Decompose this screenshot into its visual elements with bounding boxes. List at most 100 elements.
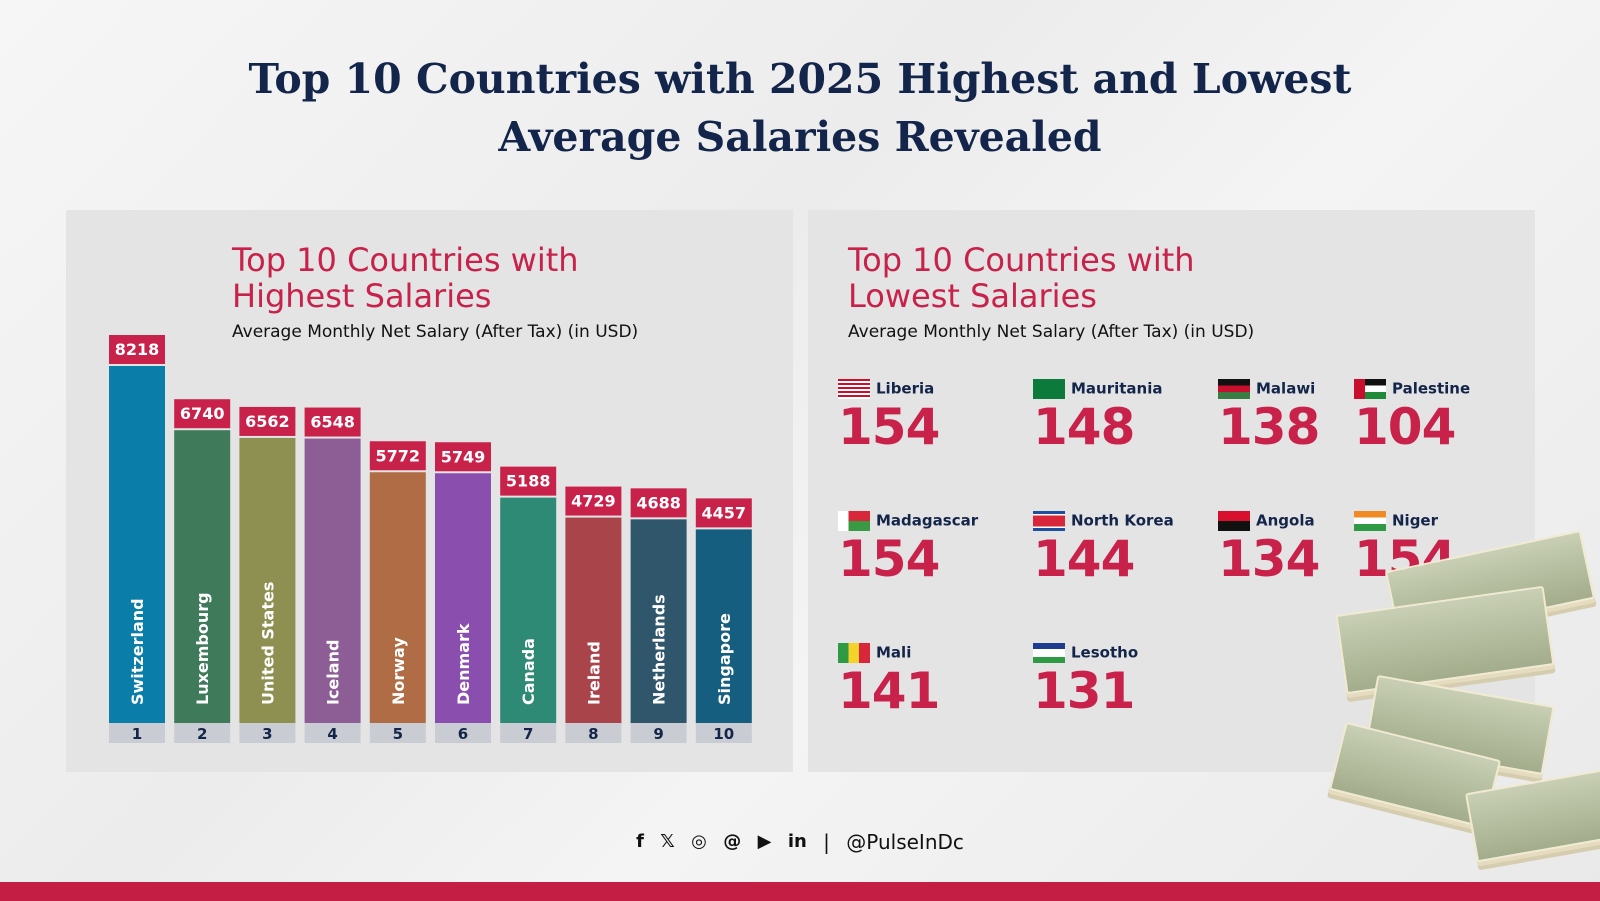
highest-panel-title: Top 10 Countries with Highest Salaries — [232, 242, 579, 314]
rank-label: 6 — [458, 725, 468, 743]
bar — [304, 438, 361, 723]
north-korea-flag-icon — [1033, 510, 1065, 531]
category-label: Iceland — [324, 640, 343, 705]
facebook-icon[interactable]: f — [636, 831, 644, 852]
value-label: 5772 — [376, 446, 421, 465]
bar — [369, 472, 426, 723]
palestine-flag-icon — [1354, 378, 1386, 399]
category-label: Netherlands — [650, 594, 669, 705]
x-icon[interactable]: 𝕏 — [660, 831, 675, 852]
category-label: Norway — [389, 637, 408, 705]
salary-value: 141 — [838, 661, 940, 720]
value-label: 8218 — [115, 340, 160, 359]
rank-box — [695, 723, 752, 743]
lowest-item-mauritania: Mauritania 148 — [1033, 378, 1163, 455]
country-name: Lesotho — [1071, 643, 1139, 662]
value-label-box — [369, 441, 426, 471]
highest-salaries-panel: Top 10 Countries with Highest Salaries A… — [66, 210, 793, 772]
value-label: 5749 — [441, 447, 486, 466]
value-label-box — [630, 488, 687, 518]
title-line-2: Average Salaries Revealed — [498, 113, 1102, 161]
country-name: Malawi — [1256, 379, 1316, 398]
bar — [695, 529, 752, 723]
country-name: North Korea — [1071, 511, 1174, 530]
rank-box — [435, 723, 491, 743]
footer: f 𝕏 ◎ @ ▶ in | @PulseInDc — [0, 828, 1600, 854]
rank-label: 9 — [653, 725, 663, 743]
category-label: Singapore — [715, 613, 734, 705]
bar — [435, 473, 491, 723]
mali-flag-icon — [838, 642, 870, 663]
salary-value: 148 — [1033, 397, 1135, 456]
lowest-subtitle: Average Monthly Net Salary (After Tax) (… — [848, 322, 1255, 342]
category-label: United States — [258, 582, 277, 705]
money-stack-image — [1328, 529, 1600, 870]
category-label: Denmark — [454, 623, 473, 705]
rank-box — [304, 723, 361, 743]
value-label-box — [109, 335, 165, 364]
lesotho-flag-icon — [1033, 642, 1065, 663]
salary-value: 154 — [838, 397, 940, 456]
value-label-box — [435, 442, 491, 472]
bar — [500, 497, 557, 723]
bar — [565, 517, 622, 723]
rank-box — [630, 723, 687, 743]
value-label: 4688 — [636, 493, 681, 512]
rank-label: 8 — [588, 725, 598, 743]
lowest-title-line-1: Top 10 Countries with — [848, 241, 1195, 279]
value-label: 4729 — [571, 492, 616, 511]
rank-box — [565, 723, 622, 743]
value-label: 5188 — [506, 472, 551, 491]
highest-subtitle: Average Monthly Net Salary (After Tax) (… — [232, 322, 639, 342]
highest-title-line-1: Top 10 Countries with — [232, 241, 579, 279]
lowest-item-mali: Mali 141 — [838, 642, 940, 720]
bar — [174, 430, 231, 723]
mauritania-flag-icon — [1033, 378, 1065, 399]
value-label-box — [239, 406, 296, 436]
country-name: Madagascar — [876, 511, 979, 530]
value-label: 6740 — [180, 404, 225, 423]
lowest-item-madagascar: Madagascar 154 — [838, 510, 978, 587]
value-label-box — [174, 399, 231, 429]
footer-bar — [0, 882, 1600, 901]
value-label-box — [565, 486, 622, 516]
salary-value: 104 — [1354, 397, 1456, 456]
value-label: 6562 — [245, 412, 290, 431]
lowest-item-lesotho: Lesotho 131 — [1033, 642, 1138, 719]
social-handle[interactable]: @PulseInDc — [846, 829, 964, 854]
salary-value: 154 — [838, 529, 940, 588]
angola-flag-icon — [1218, 510, 1250, 531]
country-name: Liberia — [876, 379, 935, 398]
linkedin-icon[interactable]: in — [787, 831, 807, 852]
threads-icon[interactable]: @ — [723, 831, 742, 852]
rank-label: 2 — [197, 725, 207, 743]
country-name: Palestine — [1392, 379, 1471, 398]
malawi-flag-icon — [1218, 378, 1250, 399]
youtube-icon[interactable]: ▶ — [757, 831, 772, 852]
lowest-item-malawi: Malawi 138 — [1218, 378, 1320, 455]
rank-box — [109, 723, 165, 743]
rank-box — [500, 723, 557, 743]
category-label: Canada — [519, 638, 538, 705]
bar-chart: 8218 Switzerland 1 6740 Luxembourg 2 6562 Unite… — [109, 335, 752, 743]
category-label: Luxembourg — [193, 592, 212, 705]
lowest-panel-title: Top 10 Countries with Lowest Salaries — [848, 242, 1195, 314]
lowest-title-line-2: Lowest Salaries — [848, 277, 1097, 315]
rank-box — [239, 723, 296, 743]
value-label-box — [304, 407, 361, 437]
madagascar-flag-icon — [838, 510, 870, 531]
instagram-icon[interactable]: ◎ — [691, 831, 707, 852]
rank-label: 7 — [523, 725, 533, 743]
liberia-flag-icon — [838, 378, 870, 399]
rank-label: 5 — [393, 725, 403, 743]
rank-label: 10 — [713, 725, 734, 743]
category-label: Switzerland — [128, 598, 147, 705]
country-name: Angola — [1256, 511, 1315, 530]
salary-value: 134 — [1218, 529, 1320, 588]
value-label: 6548 — [310, 413, 355, 432]
country-name: Niger — [1392, 511, 1439, 530]
niger-flag-icon — [1354, 510, 1386, 531]
value-label: 4457 — [702, 503, 747, 522]
rank-box — [369, 723, 426, 743]
lowest-item-liberia: Liberia 154 — [838, 378, 940, 456]
